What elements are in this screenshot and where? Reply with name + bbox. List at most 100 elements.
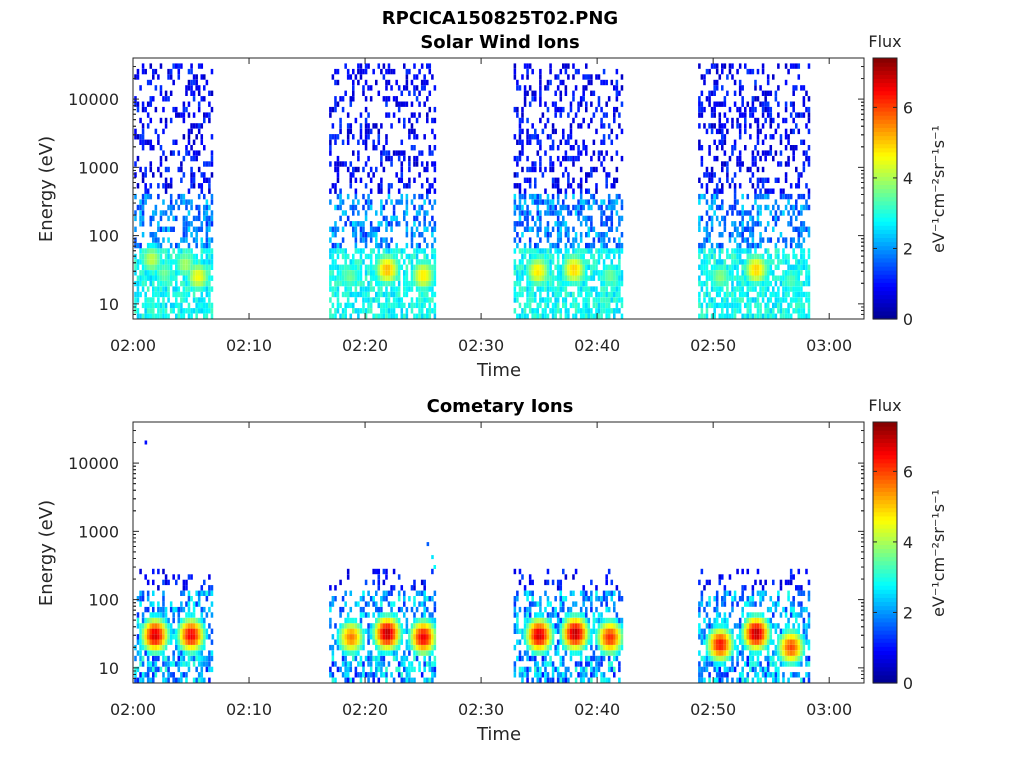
flux-cell — [559, 672, 563, 678]
flux-cell — [185, 601, 188, 607]
flux-cell — [400, 606, 404, 613]
flux-cell — [518, 188, 522, 194]
flux-cell — [387, 242, 391, 249]
flux-cell — [146, 193, 150, 200]
flux-cell — [141, 145, 145, 151]
flux-cell — [352, 291, 355, 298]
flux-cell — [420, 248, 424, 254]
flux-cell — [159, 612, 163, 618]
colorbar-segment — [873, 196, 897, 202]
flux-cell — [605, 101, 608, 107]
flux-cell — [741, 204, 744, 211]
flux-cell — [385, 253, 388, 260]
flux-cell — [546, 623, 550, 629]
flux-cell — [710, 106, 714, 113]
flux-cell — [551, 259, 555, 265]
flux-cell — [400, 677, 404, 683]
flux-cell — [602, 68, 606, 75]
flux-cell — [574, 253, 578, 260]
flux-cell — [428, 68, 432, 75]
flux-cell — [721, 313, 724, 319]
flux-cell — [756, 264, 760, 270]
flux-cell — [784, 286, 788, 292]
flux-cell — [559, 596, 563, 602]
flux-cell — [715, 188, 719, 194]
flux-cell — [159, 650, 163, 656]
flux-cell — [723, 134, 727, 140]
flux-cell — [749, 302, 752, 309]
flux-cell — [152, 579, 155, 586]
flux-cell — [177, 253, 181, 260]
flux-cell — [387, 264, 391, 270]
flux-cell — [528, 85, 532, 91]
flux-cell — [369, 275, 373, 281]
flux-cell — [210, 253, 214, 260]
flux-cell — [141, 264, 145, 270]
flux-cell — [190, 253, 193, 260]
flux-cell — [749, 286, 752, 292]
flux-cell — [433, 644, 437, 651]
flux-cell — [205, 112, 209, 118]
flux-cell — [551, 313, 555, 319]
flux-cell — [749, 280, 752, 287]
flux-cell — [736, 297, 739, 303]
flux-cell — [192, 606, 196, 613]
flux-cell — [551, 193, 555, 200]
flux-cell — [349, 623, 353, 629]
flux-cell — [792, 264, 795, 270]
flux-cell — [564, 634, 568, 640]
flux-cell — [387, 259, 391, 265]
flux-cell — [741, 264, 744, 270]
flux-cell — [164, 655, 168, 662]
flux-cell — [334, 585, 337, 591]
flux-cell — [164, 286, 168, 292]
flux-cell — [334, 166, 337, 173]
flux-cell — [182, 275, 186, 281]
flux-cell — [577, 650, 580, 656]
flux-cell — [590, 248, 593, 254]
flux-cell — [549, 280, 552, 287]
colorbar-segment — [873, 168, 897, 173]
flux-cell — [336, 166, 340, 173]
flux-cell — [367, 286, 370, 292]
flux-cell — [551, 161, 555, 167]
flux-cell — [761, 106, 765, 113]
flux-cell — [167, 297, 170, 303]
flux-cell — [698, 199, 701, 205]
flux-cell — [139, 85, 142, 91]
flux-cell — [559, 661, 563, 667]
flux-cell — [410, 297, 414, 303]
flux-cell — [164, 248, 168, 254]
flux-cell — [344, 308, 347, 314]
flux-cell — [554, 612, 557, 618]
flux-cell — [164, 661, 168, 667]
flux-cell — [549, 253, 552, 260]
flux-cell — [526, 617, 529, 624]
flux-cell — [782, 270, 785, 276]
flux-cell — [405, 623, 409, 629]
flux-cell — [349, 291, 353, 298]
flux-cell — [136, 259, 140, 265]
flux-cell — [187, 242, 191, 249]
flux-cell — [779, 302, 783, 309]
flux-cell — [513, 270, 517, 276]
flux-cell — [797, 232, 801, 238]
flux-cell — [528, 237, 532, 243]
flux-cell — [208, 606, 211, 613]
flux-cell — [195, 677, 198, 683]
flux-cell — [334, 286, 337, 292]
flux-cell — [154, 666, 158, 673]
flux-cell — [169, 226, 173, 232]
flux-cell — [766, 313, 770, 319]
flux-cell — [523, 672, 527, 678]
flux-cell — [531, 134, 534, 140]
flux-cell — [602, 242, 606, 249]
flux-cell — [736, 226, 739, 232]
flux-cell — [364, 672, 368, 678]
flux-cell — [423, 666, 426, 673]
flux-cell — [341, 139, 345, 145]
flux-cell — [367, 655, 370, 662]
flux-cell — [134, 226, 137, 232]
flux-cell — [400, 313, 404, 319]
flux-cell — [420, 308, 424, 314]
